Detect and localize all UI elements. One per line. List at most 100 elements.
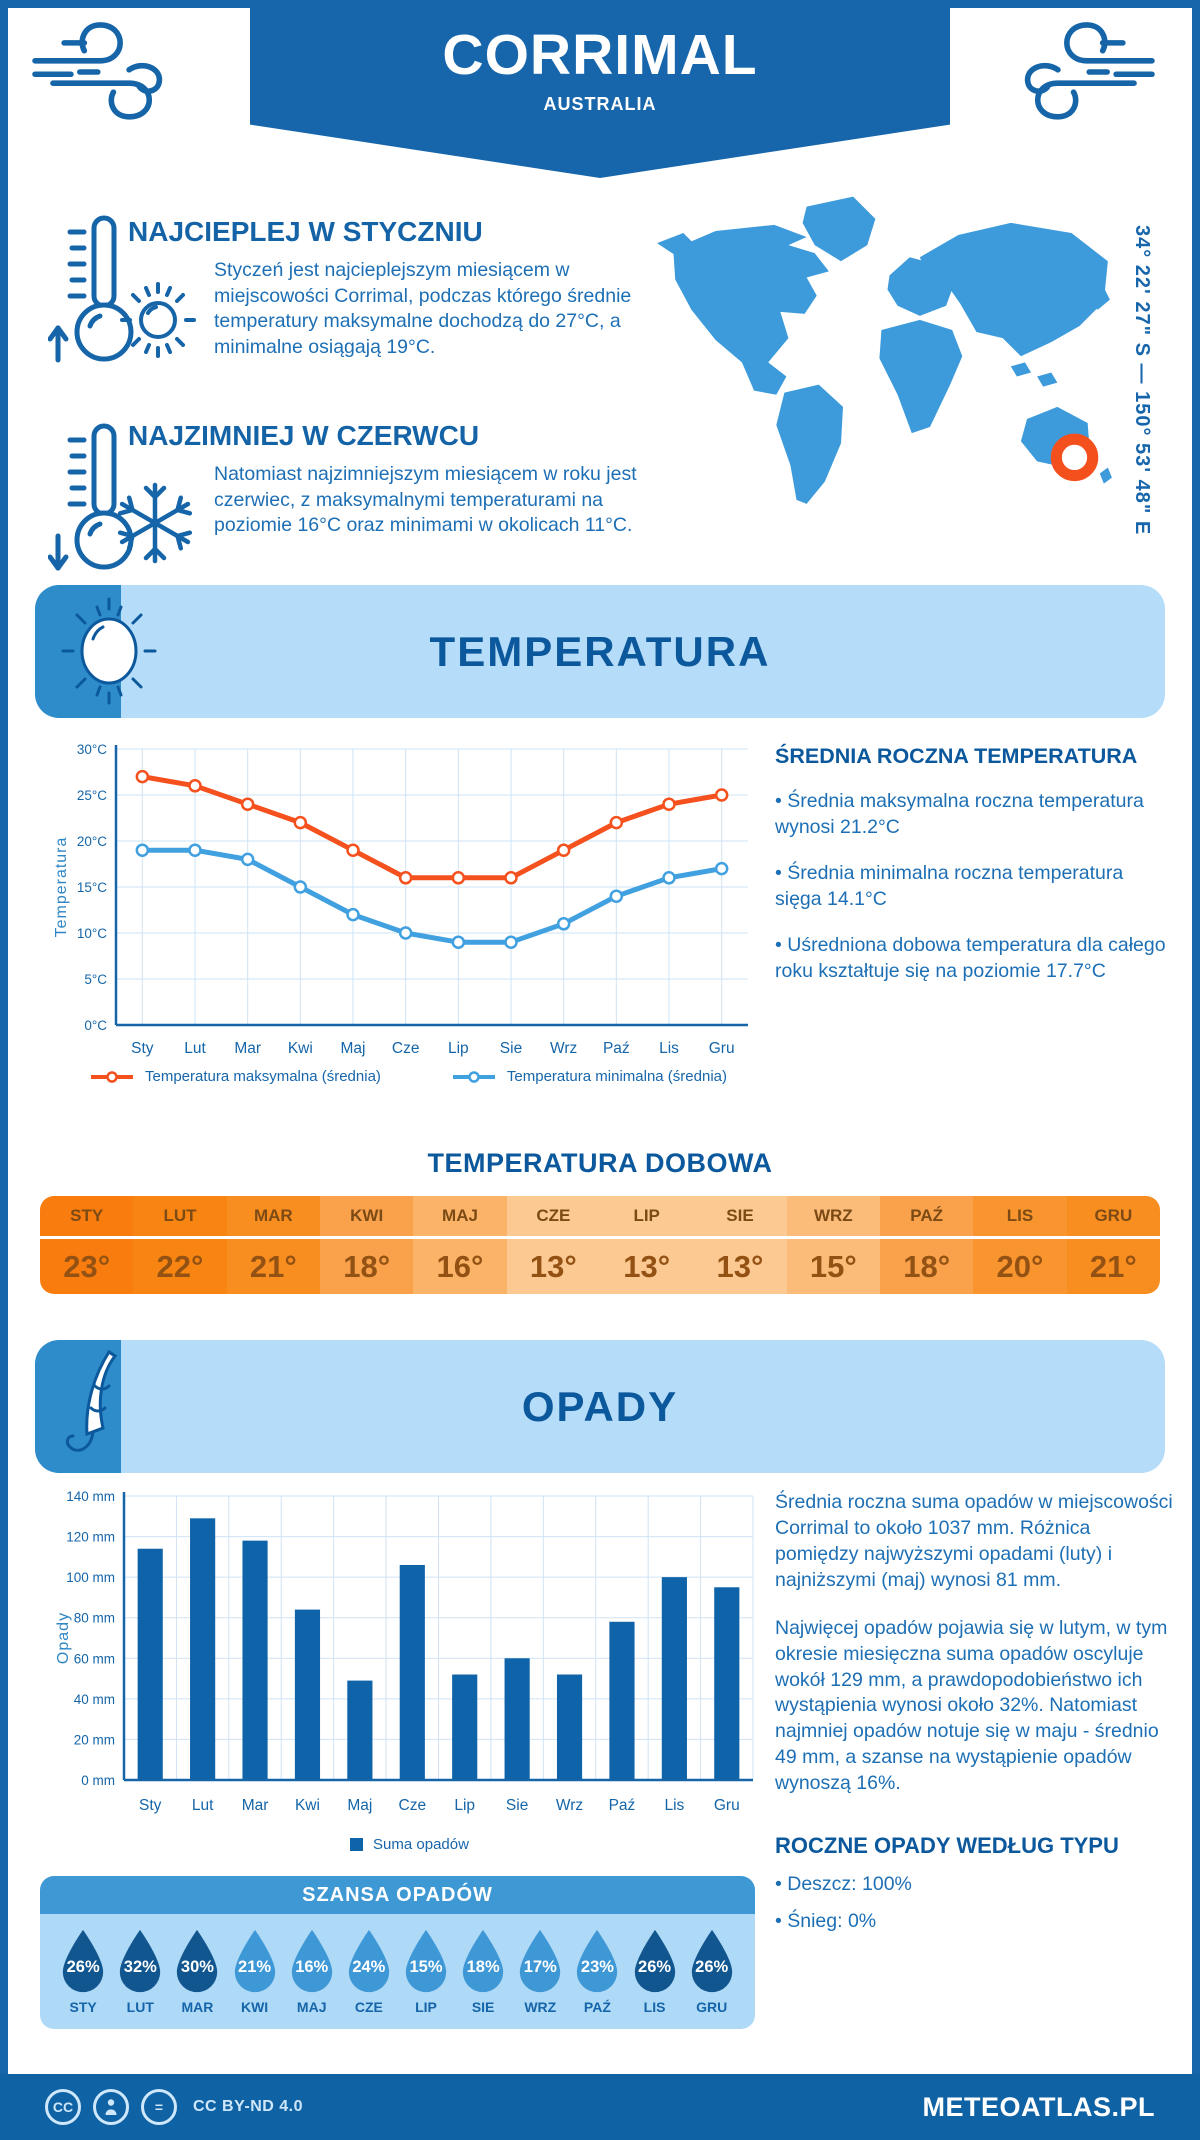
wind-icon xyxy=(32,22,163,120)
highlight-warm-title: NAJCIEPLEJ W STYCZNIU xyxy=(128,216,483,247)
annual-temp-heading: ŚREDNIA ROCZNA TEMPERATURA xyxy=(775,744,1138,768)
rain-chance-value: 30% xyxy=(180,1958,214,1976)
daily-temp-column: KWI 18° xyxy=(320,1196,414,1294)
rain-chance-drop: 23% PAŹ xyxy=(571,1928,623,2015)
daily-temp-value: 18° xyxy=(343,1248,391,1284)
rain-chance-month: PAŹ xyxy=(583,1999,611,2015)
rain-chance-card: SZANSA OPADÓW 26% STY 32% LUT 30% MAR 21% KWI 16… xyxy=(40,1876,755,2029)
svg-text:Opady: Opady xyxy=(55,1612,72,1664)
rain-chance-drop: 30% MAR xyxy=(171,1928,223,2015)
svg-text:Lip: Lip xyxy=(448,1040,469,1057)
daily-temp-column: LIS 20° xyxy=(973,1196,1067,1294)
legend-marker xyxy=(90,1070,133,1083)
location-marker xyxy=(1050,433,1099,482)
rain-chance-drop: 32% LUT xyxy=(114,1928,166,2015)
svg-text:15°C: 15°C xyxy=(77,880,107,895)
daily-temp-month: STY xyxy=(40,1196,134,1239)
daily-temp-month: CZE xyxy=(506,1196,600,1239)
daily-temp-column: MAR 21° xyxy=(226,1196,320,1294)
svg-text:Sty: Sty xyxy=(139,1797,162,1814)
daily-temp-column: LIP 13° xyxy=(600,1196,694,1294)
daily-temp-column: MAJ 16° xyxy=(413,1196,507,1294)
daily-temp-column: PAŹ 18° xyxy=(880,1196,974,1294)
daily-temp-month: MAJ xyxy=(413,1196,507,1239)
rain-chance-month: STY xyxy=(69,1999,97,2015)
daily-temp-month: MAR xyxy=(226,1196,320,1239)
precipitation-bar-chart: 0 mm 20 mm 40 mm 60 mm 80 mm 100 mm 120 mm 140 … xyxy=(55,1489,754,1814)
svg-text:Temperatura: Temperatura xyxy=(53,837,70,938)
svg-text:40 mm: 40 mm xyxy=(74,1692,115,1707)
svg-text:Lut: Lut xyxy=(192,1797,214,1814)
droplet-icon xyxy=(177,1929,218,1993)
rain-chance-month: LIS xyxy=(643,1999,666,2015)
rain-chance-title: SZANSA OPADÓW xyxy=(40,1876,755,1914)
header-banner: CORRIMAL AUSTRALIA xyxy=(250,0,950,178)
droplet-icon xyxy=(634,1929,675,1993)
svg-text:Lis: Lis xyxy=(664,1797,684,1814)
daily-temp-title: TEMPERATURA DOBOWA xyxy=(427,1148,773,1178)
temperature-section-banner: TEMPERATURA xyxy=(35,585,1165,718)
svg-text:Kwi: Kwi xyxy=(288,1040,313,1057)
rain-chance-month: LUT xyxy=(126,1999,154,2015)
rain-chance-drop: 21% KWI xyxy=(229,1928,281,2015)
daily-temp-month: LUT xyxy=(133,1196,227,1239)
site-name: METEOATLAS.PL xyxy=(922,2091,1155,2122)
svg-text:Kwi: Kwi xyxy=(295,1797,320,1814)
svg-text:30°C: 30°C xyxy=(77,742,107,757)
svg-text:Paź: Paź xyxy=(603,1040,630,1057)
droplet-icon xyxy=(577,1929,618,1993)
temperature-section-title: TEMPERATURA xyxy=(429,628,771,675)
license-label: CC BY-ND 4.0 xyxy=(193,2098,304,2115)
droplet-icon xyxy=(234,1929,275,1993)
highlight-cold-text: Natomiast najzimniejszym miesiącem w rok… xyxy=(214,463,637,537)
rain-chance-drops: 26% STY 32% LUT 30% MAR 21% KWI 16% MAJ 24% CZE 15% L… xyxy=(40,1914,755,2029)
annual-temperature-panel: ŚREDNIA ROCZNA TEMPERATURA • Średnia mak… xyxy=(775,744,1173,985)
svg-text:80 mm: 80 mm xyxy=(74,1611,115,1626)
precipitation-section-title: OPADY xyxy=(521,1383,679,1430)
daily-temp-column: CZE 13° xyxy=(506,1196,600,1294)
svg-text:120 mm: 120 mm xyxy=(66,1530,115,1545)
daily-temp-table: STY 23° LUT 22° MAR 21° KWI 18° MAJ 16° CZE 13° LIP 1… xyxy=(40,1196,1160,1294)
legend-label: Suma opadów xyxy=(373,1836,469,1853)
svg-text:Lis: Lis xyxy=(659,1040,679,1057)
svg-text:Gru: Gru xyxy=(709,1040,735,1057)
svg-text:Lip: Lip xyxy=(454,1797,475,1814)
rain-chance-value: 26% xyxy=(695,1958,729,1976)
svg-text:Mar: Mar xyxy=(234,1040,261,1057)
daily-temp-column: LUT 22° xyxy=(133,1196,227,1294)
daily-temp-value: 16° xyxy=(436,1248,484,1284)
legend-marker xyxy=(350,1838,364,1851)
legend-marker xyxy=(452,1070,495,1083)
rain-chance-drop: 18% SIE xyxy=(457,1928,509,2015)
svg-text:25°C: 25°C xyxy=(77,788,107,803)
daily-temp-value: 13° xyxy=(716,1248,764,1284)
svg-text:Maj: Maj xyxy=(347,1797,372,1814)
world-map xyxy=(657,196,1112,504)
svg-text:Cze: Cze xyxy=(392,1040,420,1057)
svg-text:Wrz: Wrz xyxy=(550,1040,577,1057)
rain-chance-month: SIE xyxy=(471,1999,495,2015)
svg-text:60 mm: 60 mm xyxy=(74,1651,115,1666)
sun-icon xyxy=(120,282,196,358)
sun-section-icon xyxy=(61,597,157,705)
rain-chance-drop: 26% GRU xyxy=(686,1928,738,2015)
svg-text:Mar: Mar xyxy=(242,1797,269,1814)
daily-temp-month: KWI xyxy=(320,1196,414,1239)
rain-chance-value: 16% xyxy=(295,1958,329,1976)
precip-type-heading: ROCZNE OPADY WEDŁUG TYPU xyxy=(775,1833,1119,1859)
legend-item: Temperatura maksymalna (średnia) xyxy=(89,1068,381,1085)
cc-icon: CC xyxy=(45,2089,81,2125)
wind-icon xyxy=(1024,22,1155,120)
droplet-icon xyxy=(462,1929,504,1993)
rain-chance-drop: 26% STY xyxy=(57,1928,109,2015)
cc-person-icon xyxy=(93,2089,129,2125)
page-title: CORRIMAL xyxy=(442,23,758,87)
daily-temp-value: 13° xyxy=(623,1248,671,1284)
page-subtitle: AUSTRALIA xyxy=(543,94,657,114)
svg-text:0 mm: 0 mm xyxy=(81,1773,115,1788)
svg-text:Wrz: Wrz xyxy=(556,1797,583,1814)
rain-chance-month: LIP xyxy=(415,1999,437,2015)
highlight-warm-text: Styczeń jest najcieplejszym miesiącem w … xyxy=(214,259,632,359)
legend-label: Temperatura maksymalna (średnia) xyxy=(144,1068,381,1085)
